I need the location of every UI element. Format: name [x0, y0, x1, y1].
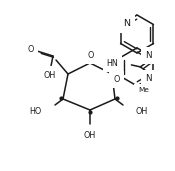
- Text: O: O: [28, 45, 34, 55]
- Text: HO: HO: [30, 107, 42, 115]
- Text: HN: HN: [107, 59, 118, 68]
- Text: N: N: [124, 19, 131, 28]
- Text: O: O: [113, 75, 120, 84]
- Text: Me: Me: [138, 87, 149, 93]
- Text: OH: OH: [44, 70, 56, 80]
- Text: N: N: [145, 51, 152, 60]
- Text: OH: OH: [84, 131, 96, 141]
- Text: OH: OH: [136, 107, 148, 115]
- Text: N: N: [145, 74, 152, 83]
- Text: O: O: [88, 50, 94, 60]
